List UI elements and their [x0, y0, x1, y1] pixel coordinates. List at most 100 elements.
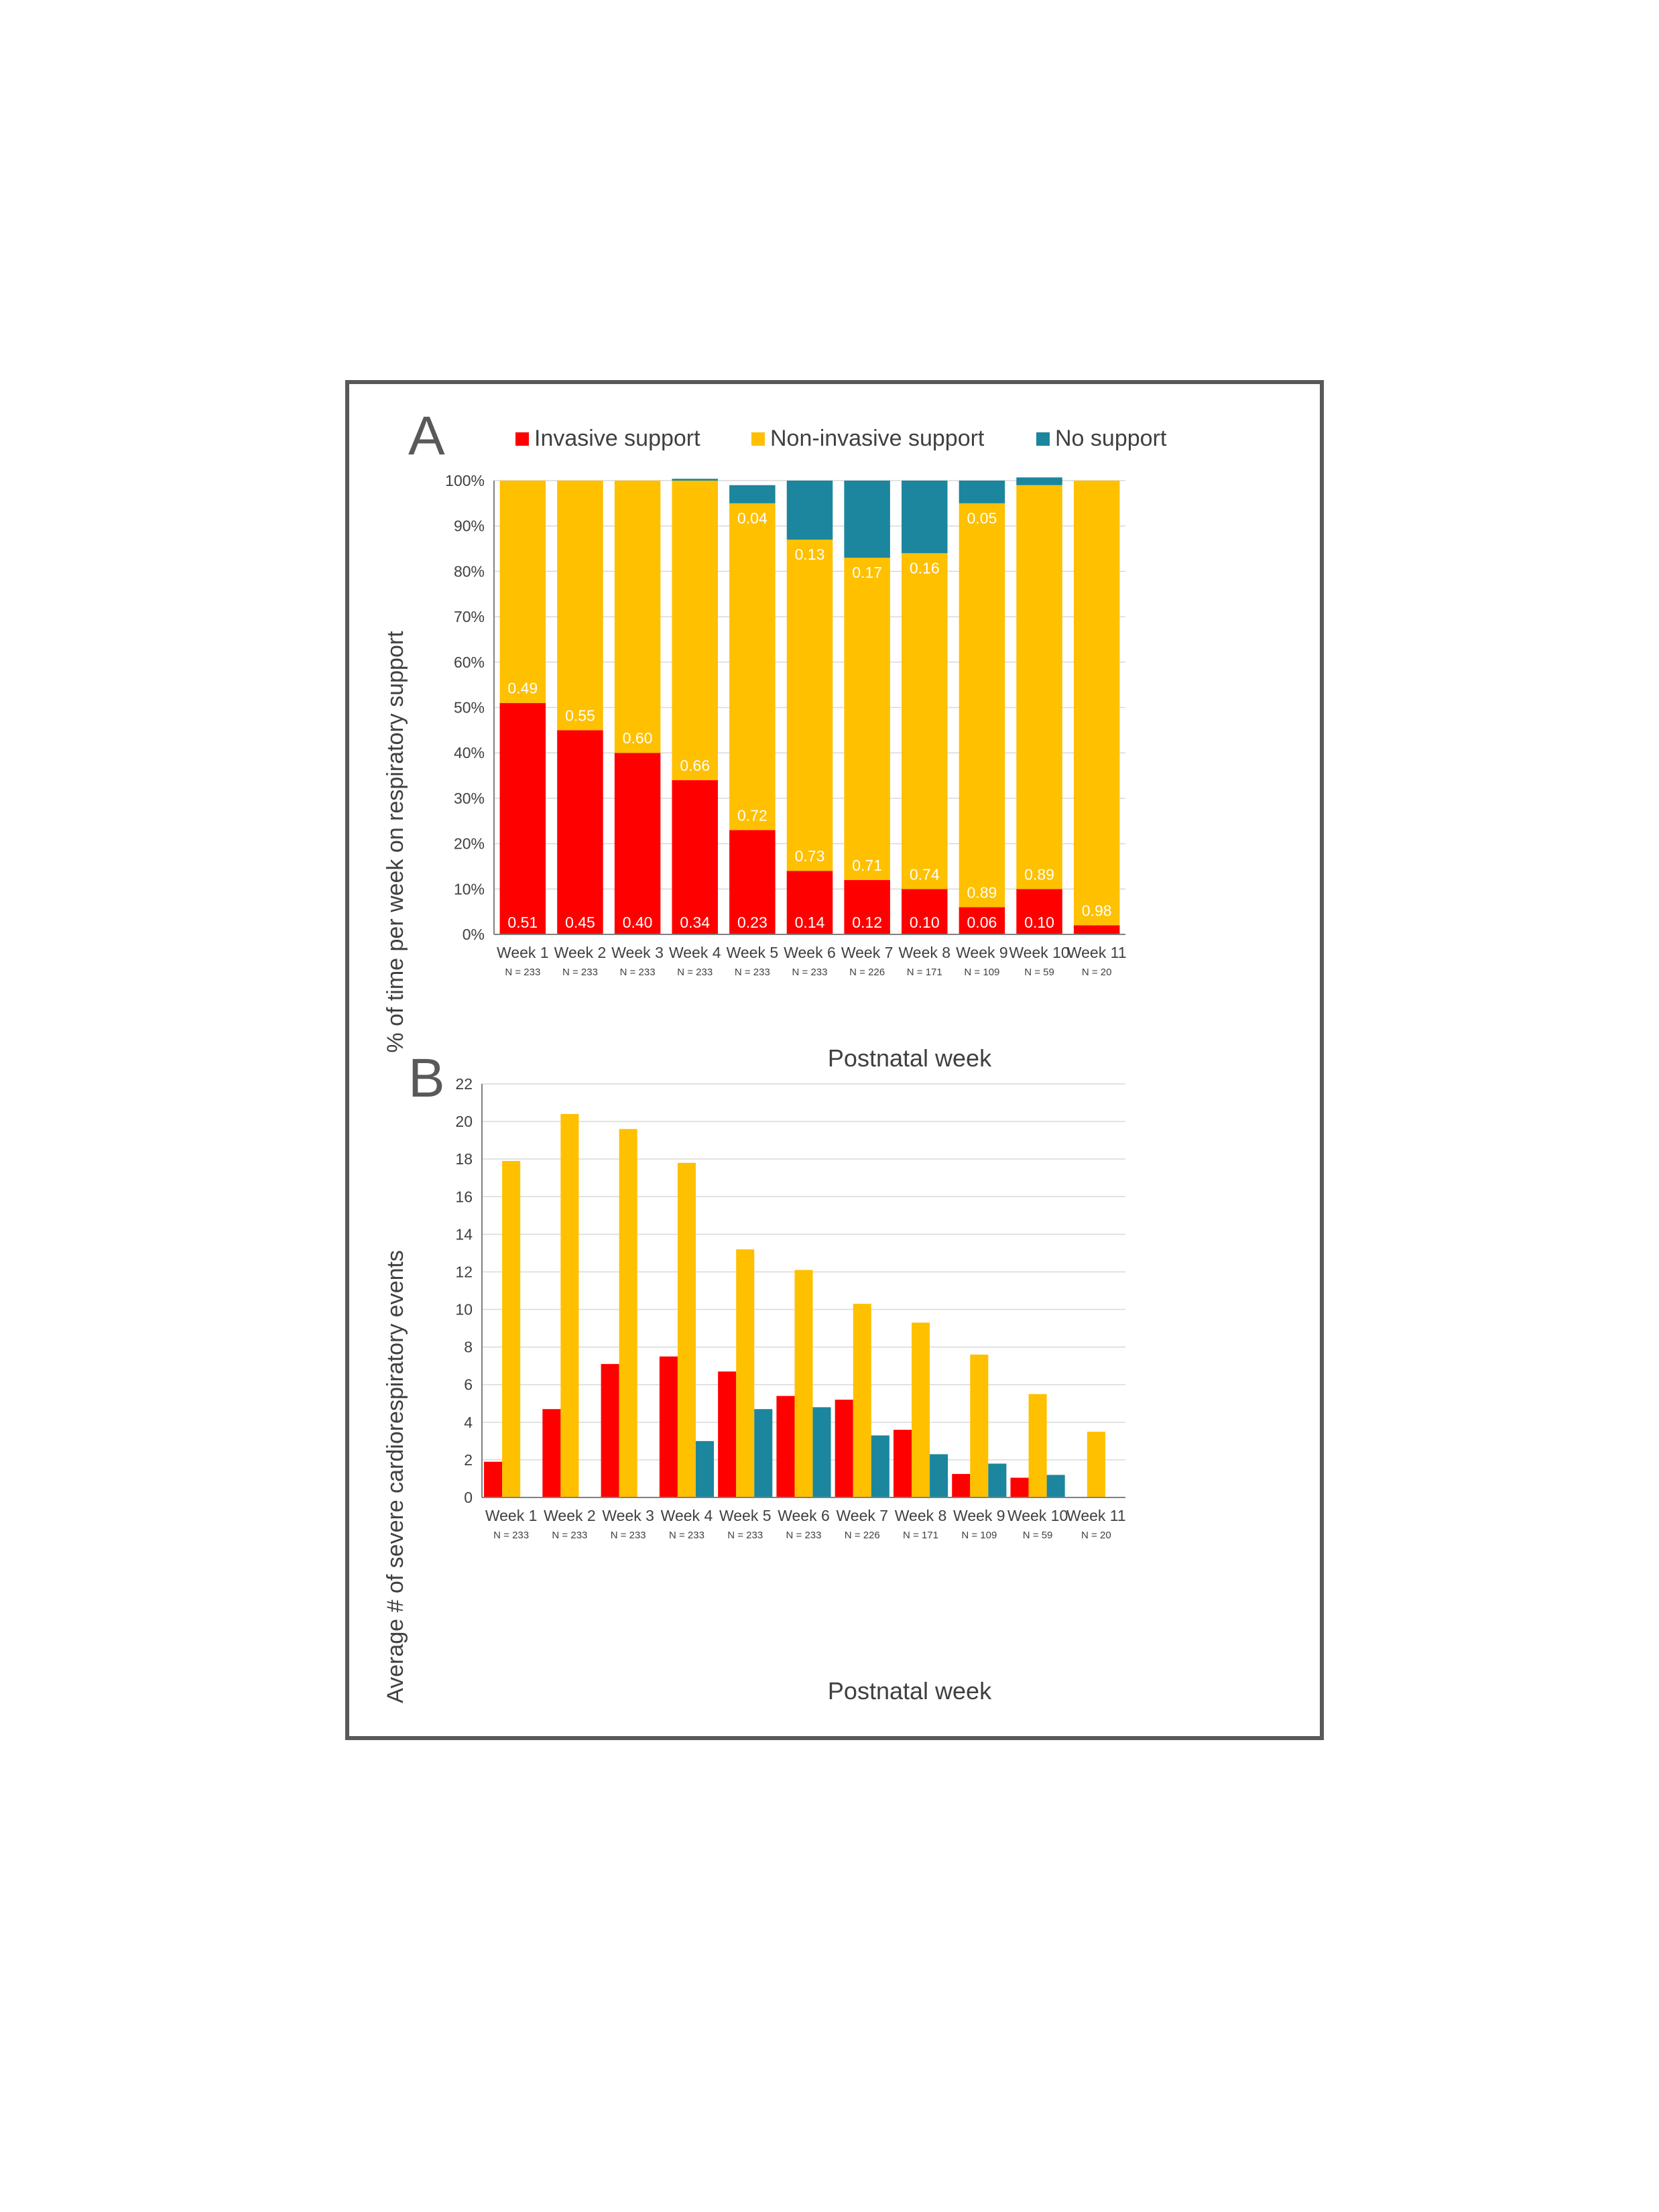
legend-label-no-support: No support: [1055, 426, 1167, 451]
panel-b-x-axis-title: Postnatal week: [828, 1677, 992, 1705]
panel-b-sample-size-label: N = 233: [493, 1530, 529, 1541]
legend-swatch-invasive: [515, 432, 529, 446]
panel-b-sample-size-label: N = 109: [961, 1530, 997, 1541]
panel-a-bar-invasive: [1016, 889, 1062, 934]
panel-b-y-tick-label: 14: [455, 1225, 473, 1243]
panel-b-y-axis-title: Average # of severe cardiorespiratory ev…: [383, 1250, 408, 1703]
panel-a-bar-invasive: [614, 753, 661, 934]
figure-frame: A Invasive support Non-invasive support …: [345, 380, 1324, 1740]
panel-a-bar-no-support: [786, 481, 833, 540]
panel-b-x-tick-label: Week 4: [661, 1507, 713, 1524]
panel-a-bar-no-support: [844, 481, 890, 558]
panel-a-bar-invasive: [557, 730, 603, 934]
panel-a-data-label-non-invasive: 0.60: [623, 729, 653, 747]
panel-b-bar-no-support: [930, 1454, 948, 1497]
panel-a-data-label-invasive: 0.10: [910, 914, 940, 931]
panel-a-data-label-non-invasive: 0.55: [565, 706, 595, 724]
panel-b-bar-invasive: [893, 1430, 912, 1497]
panel-a-x-tick-label: Week 10: [1009, 944, 1069, 961]
panel-a-bar-non-invasive: [902, 553, 948, 889]
panel-a-bar-invasive: [499, 702, 546, 934]
panel-a-y-tick-label: 30%: [454, 790, 485, 807]
panel-b-bar-no-support: [988, 1463, 1007, 1497]
panel-a-data-label-invasive: 0.34: [680, 914, 710, 931]
panel-b-y-tick-label: 20: [455, 1113, 473, 1130]
legend: Invasive support Non-invasive support No…: [515, 426, 1167, 451]
panel-b-x-tick-label: Week 8: [895, 1507, 947, 1524]
panel-b-chart: 0 2 4 6 8 10 12 14 16 18 20 22 Week 1 N = 233 Week 2 N …: [383, 1075, 1126, 1705]
panel-a-y-tick-label: 80%: [454, 562, 485, 580]
panel-a-y-tick-label: 20%: [454, 835, 485, 853]
panel-a-data-label-non-invasive: 0.66: [680, 757, 710, 774]
panel-b-bar-no-support: [754, 1409, 773, 1497]
panel-b-sample-size-label: N = 233: [552, 1530, 587, 1541]
panel-a-data-label-no-support: 0.13: [795, 546, 825, 563]
panel-b-bar-non-invasive: [853, 1304, 871, 1497]
panel-b-bar-no-support: [812, 1407, 831, 1497]
panel-a-bar-invasive: [959, 907, 1005, 934]
panel-a-data-label-non-invasive: 0.89: [967, 883, 997, 901]
figure-svg: A Invasive support Non-invasive support …: [383, 406, 1167, 1705]
legend-swatch-no-support: [1036, 432, 1050, 446]
panel-a-sample-size-label: N = 233: [677, 967, 713, 978]
panel-a-data-labels: 0.51 0.49 0.45 0.55 0.40 0.60 0.34 0.66 0.23 0.72…: [507, 509, 1111, 931]
panel-b-sample-size-label: N = 59: [1023, 1530, 1053, 1541]
panel-a-y-tick-label: 10%: [454, 880, 485, 898]
panel-b-bar-invasive: [776, 1396, 795, 1497]
panel-b-bars: [484, 1113, 1105, 1497]
panel-a-data-label-no-support: 0.17: [852, 564, 882, 581]
panel-a-sample-size-label: N = 109: [964, 967, 999, 978]
panel-b-bar-invasive: [718, 1371, 737, 1497]
panel-b-y-tick-label: 10: [455, 1301, 473, 1318]
panel-a-sample-size-label: N = 233: [505, 967, 540, 978]
panel-a-sample-size-label: N = 233: [620, 967, 656, 978]
panel-b-y-tick-label: 2: [464, 1451, 473, 1469]
panel-a-bar-invasive: [672, 780, 718, 934]
panel-b-x-tick-label: Week 1: [485, 1507, 538, 1524]
panel-b-y-tick-label: 4: [464, 1414, 473, 1431]
panel-b-bar-non-invasive: [1087, 1431, 1105, 1497]
panel-a-x-tick-label: Week 8: [898, 944, 950, 961]
panel-b-x-tick-label: Week 7: [836, 1507, 888, 1524]
panel-b-y-tick-label: 18: [455, 1150, 473, 1168]
panel-a-x-tick-label: Week 7: [841, 944, 894, 961]
panel-a-bar-invasive: [902, 889, 948, 934]
panel-a-bar-non-invasive: [672, 481, 718, 780]
panel-a-x-tick-label: Week 9: [956, 944, 1008, 961]
panel-a-y-tick-label: 50%: [454, 699, 485, 717]
panel-b-bar-invasive: [835, 1400, 853, 1497]
panel-a-bar-invasive: [786, 871, 833, 934]
panel-b-x-tick-label: Week 10: [1007, 1507, 1068, 1524]
panel-b-bar-non-invasive: [677, 1162, 696, 1497]
panel-a-bar-no-support: [729, 485, 776, 503]
panel-b-sample-size-label: N = 233: [786, 1530, 822, 1541]
panel-b-x-tick-label: Week 6: [778, 1507, 830, 1524]
panel-b-bar-non-invasive: [736, 1249, 755, 1497]
panel-a-data-label-invasive: 0.23: [737, 914, 767, 931]
panel-a-y-tick-label: 100%: [445, 472, 485, 489]
panel-b-y-tick-label: 0: [464, 1489, 473, 1506]
panel-a-sample-size-label: N = 226: [849, 967, 885, 978]
panel-a-x-tick-label: Week 2: [554, 944, 607, 961]
panel-b-bar-no-support: [871, 1435, 889, 1497]
panel-a-y-tick-label: 70%: [454, 608, 485, 625]
panel-b-sample-size-label: N = 233: [611, 1530, 646, 1541]
panel-b-x-tick-label: Week 3: [602, 1507, 654, 1524]
panel-a-label: A: [408, 406, 445, 467]
panel-b-y-tick-label: 6: [464, 1376, 473, 1394]
panel-a-data-label-non-invasive: 0.72: [737, 806, 767, 824]
panel-b-bar-non-invasive: [502, 1160, 521, 1497]
panel-a-data-label-no-support: 0.04: [737, 509, 767, 527]
panel-b-bar-non-invasive: [619, 1129, 637, 1497]
panel-a-sample-size-label: N = 171: [907, 967, 942, 978]
panel-b-sample-size-label: N = 226: [845, 1530, 880, 1541]
panel-a-sample-size-label: N = 233: [792, 967, 828, 978]
panel-a-y-tick-label: 0%: [463, 926, 485, 943]
panel-a-y-tick-label: 90%: [454, 517, 485, 535]
panel-b-axes: 0 2 4 6 8 10 12 14 16 18 20 22 Week 1 N = 233 Week 2 N …: [455, 1075, 1125, 1541]
panel-a-data-label-invasive: 0.12: [852, 914, 882, 931]
panel-a-bar-invasive: [729, 830, 776, 934]
panel-b-sample-size-label: N = 171: [903, 1530, 938, 1541]
panel-b-bar-non-invasive: [912, 1323, 930, 1497]
panel-a-bar-non-invasive: [786, 540, 833, 871]
